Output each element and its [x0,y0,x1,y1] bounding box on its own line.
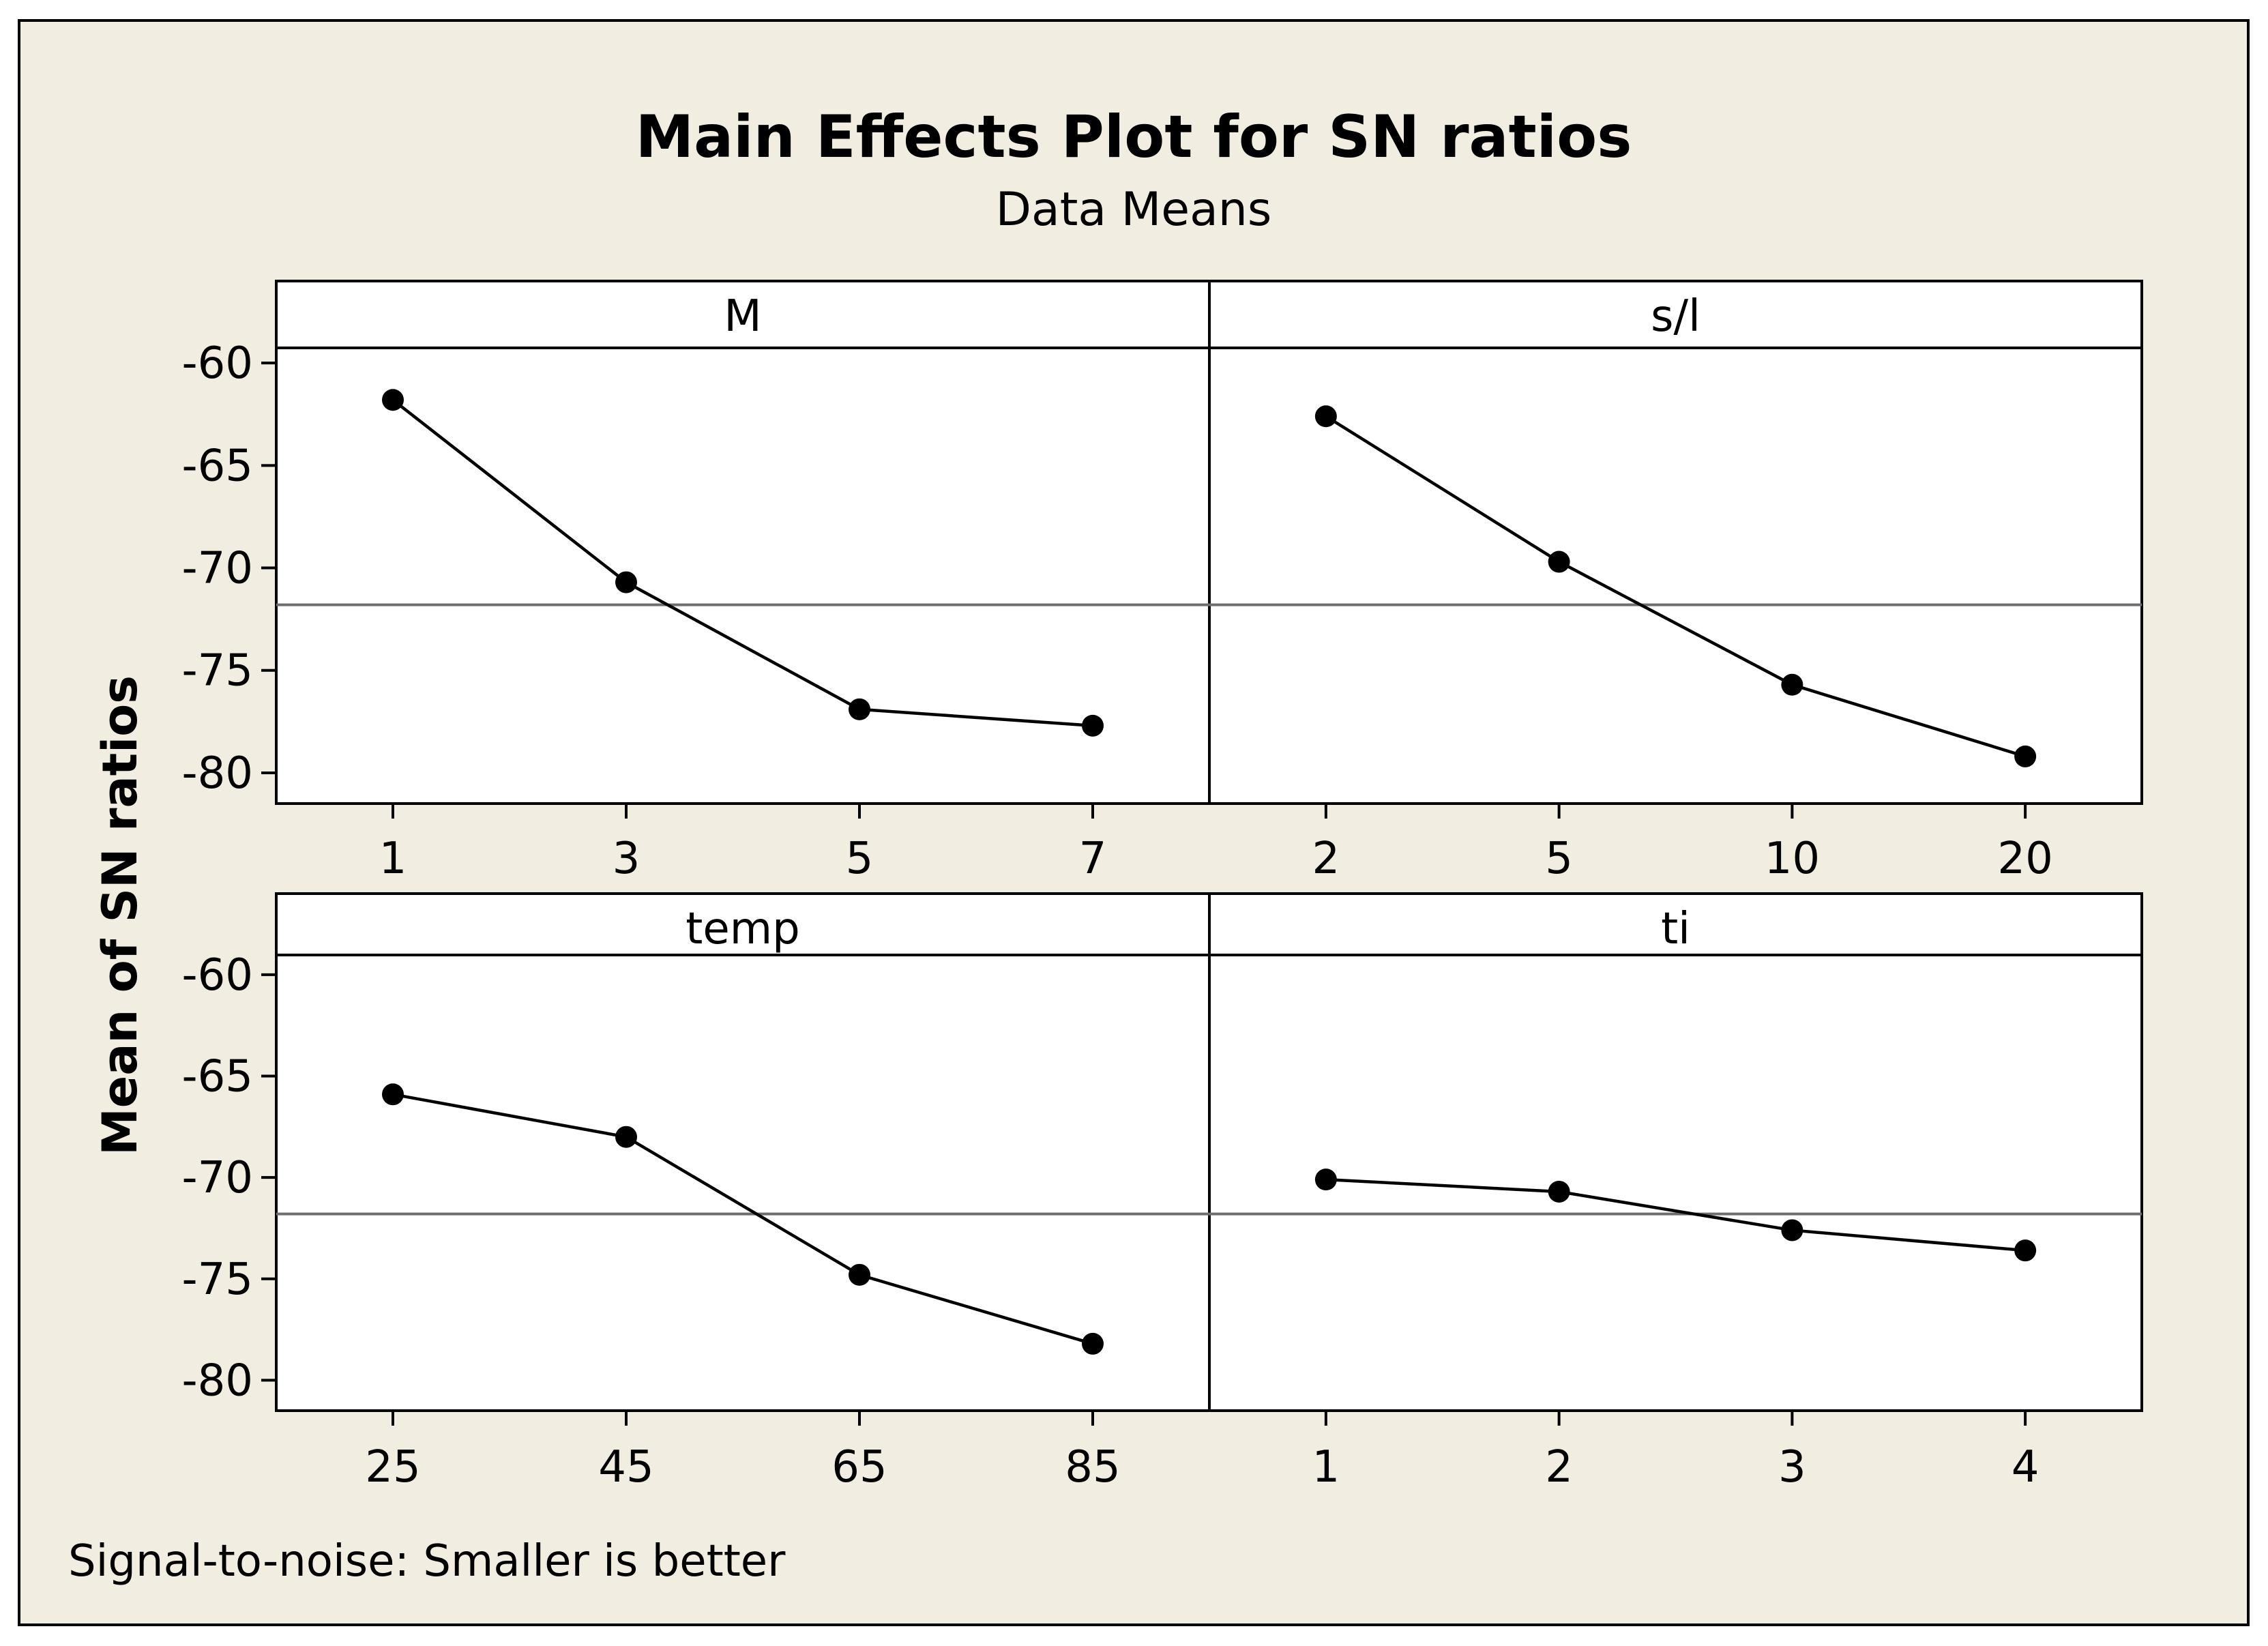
series-line [1325,415,2026,759]
chart-title: Main Effects Plot for SN ratios [636,103,1632,171]
y-tick-label: -60 [181,338,253,389]
y-tick-label: -75 [181,646,253,696]
x-tick-label: 3 [1778,1442,1806,1493]
data-point [2014,745,2037,767]
series-line [392,398,1093,728]
data-point [849,1263,870,1286]
x-tick-label: 7 [1079,834,1107,884]
x-tick-label: 5 [846,834,874,884]
data-point [2014,1239,2037,1262]
y-tick-label: -80 [181,1355,253,1406]
data-point [382,1083,404,1106]
data-point [382,389,404,411]
y-tick-label: -80 [181,748,253,799]
data-point [1781,673,1803,696]
x-tick-label: 5 [1545,834,1573,884]
data-point [1314,405,1337,428]
y-tick-label: -65 [181,1052,253,1102]
x-tick-label: 65 [831,1442,887,1493]
data-point [615,1126,637,1148]
y-tick-label: -70 [181,1153,253,1203]
x-tick-label: 45 [598,1442,653,1493]
data-point [1548,1180,1570,1203]
series-line [1325,1177,2026,1252]
panel-strip-label: ti [1661,904,1690,954]
y-tick-label: -75 [181,1254,253,1305]
series-line [392,1093,1093,1346]
x-tick-label: 20 [1997,834,2052,884]
y-tick-label: -65 [181,441,253,491]
panel-strip-label: temp [686,904,799,954]
data-point [1082,1332,1104,1355]
x-tick-label: 25 [365,1442,420,1493]
chart-footnote: Signal-to-noise: Smaller is better [68,1536,786,1587]
data-point [615,571,637,593]
panel-strip-label: s/l [1651,291,1700,342]
chart-subtitle: Data Means [996,183,1272,237]
x-tick-label: 2 [1312,834,1340,884]
x-tick-label: 1 [1312,1442,1340,1493]
y-tick-label: -70 [181,544,253,594]
data-point [1781,1219,1803,1241]
x-tick-label: 85 [1065,1442,1120,1493]
y-tick-label: -60 [181,950,253,1001]
data-point [849,698,870,720]
panel-strip-label: M [724,291,761,342]
x-tick-label: 3 [613,834,640,884]
x-tick-label: 10 [1765,834,1820,884]
x-tick-label: 2 [1545,1442,1573,1493]
x-tick-label: 4 [2012,1442,2039,1493]
y-axis-label: Mean of SN ratios [92,675,148,1156]
x-tick-label: 1 [379,834,407,884]
data-point [1548,550,1570,573]
data-point [1314,1169,1337,1191]
data-point [1082,714,1104,737]
